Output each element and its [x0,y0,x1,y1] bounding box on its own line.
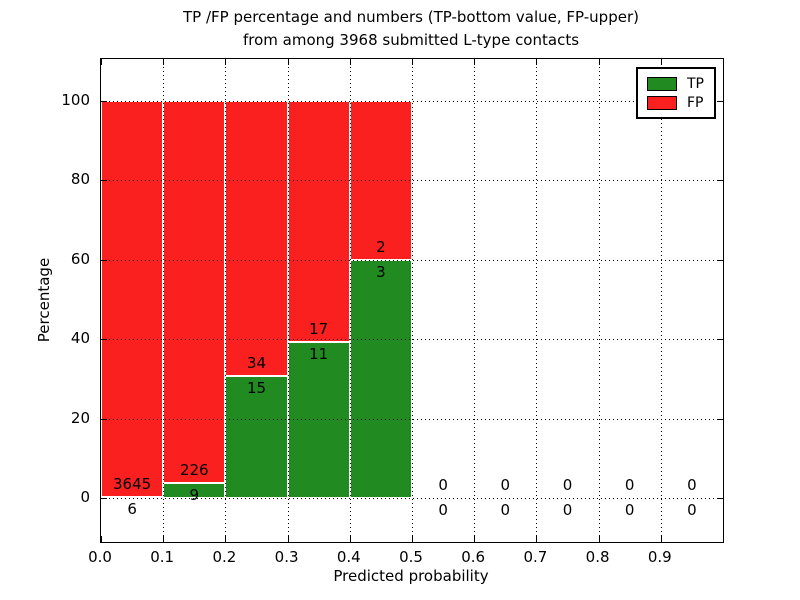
v-gridline [225,59,227,542]
y-tick-mark [717,180,723,182]
y-tick-label: 20 [70,408,90,427]
tp-count-label: 11 [309,345,329,363]
y-tick-mark [101,259,107,261]
x-tick-label: 0.6 [461,548,486,566]
fp-count-label: 34 [246,354,267,373]
tp-bar [225,376,288,498]
x-tick-mark [660,59,662,65]
y-tick-label: 0 [80,487,90,506]
tp-count-label: 0 [562,500,573,519]
y-tick-mark [101,101,107,103]
x-tick-mark [536,59,538,65]
tp-bar [287,342,350,498]
x-tick-mark [598,59,600,65]
y-axis-label: Percentage [35,257,53,343]
fp-count-label: 226 [179,460,209,479]
v-gridline [287,59,289,542]
v-gridline [349,59,351,542]
tp-count-label: 9 [189,485,200,504]
x-tick-label: 0.1 [150,548,175,566]
v-gridline [412,59,413,542]
x-tick-mark [412,59,413,65]
fp-bar [225,101,288,377]
x-tick-mark [412,536,413,542]
x-tick-label: 0.9 [647,548,672,566]
x-tick-label: 0.2 [212,548,237,566]
y-tick-mark [101,497,107,499]
tp-count-label: 0 [438,500,448,519]
x-tick-mark [474,536,476,542]
fp-count-label: 0 [562,475,573,494]
x-tick-label: 0.7 [523,548,548,566]
x-tick-label: 0.4 [336,548,361,566]
fp-count-label: 17 [309,320,329,338]
tp-count-label: 0 [687,500,697,519]
chart-title-line1: TP /FP percentage and numbers (TP-bottom… [183,8,639,26]
fp-count-label: 2 [376,237,386,256]
v-gridline [163,59,165,542]
y-tick-mark [717,418,723,420]
x-tick-mark [660,536,662,542]
x-tick-mark [287,59,289,65]
x-tick-mark [349,536,351,542]
chart-title-line2: from among 3968 submitted L-type contact… [242,31,580,49]
fp-count-label: 0 [687,475,697,494]
x-tick-label: 0.3 [274,548,299,566]
y-tick-mark [101,339,107,341]
x-tick-mark [225,59,227,65]
y-tick-mark [101,180,107,182]
legend: TP FP [636,67,716,119]
x-tick-mark [101,536,102,542]
y-tick-mark [101,418,107,420]
tp-legend-swatch [647,76,677,91]
fp-count-label: 0 [624,475,635,494]
y-tick-mark [717,101,723,103]
x-tick-mark [163,59,165,65]
x-axis-label: Predicted probability [333,567,489,585]
tp-bar [349,259,412,498]
y-tick-mark [717,259,723,261]
x-tick-mark [536,536,538,542]
y-tick-label: 80 [70,170,90,189]
tp-count-label: 15 [246,379,267,398]
x-tick-mark [474,59,476,65]
tp-count-label: 3 [376,262,386,281]
fp-bar [101,101,164,498]
x-tick-mark [287,536,289,542]
v-gridline [598,59,600,542]
y-tick-label: 100 [61,91,90,110]
x-tick-mark [349,59,351,65]
y-tick-label: 60 [70,249,90,268]
plot-area: TP FP 3645 6 226 9 34 15 17 11 2 3 0 0 0 0 0 0 0 0 0 0 [100,58,724,543]
chart-title: TP /FP percentage and numbers (TP-bottom… [100,6,722,52]
x-tick-label: 0.8 [585,548,610,566]
v-gridline [474,59,476,542]
fp-bar [287,101,350,342]
x-tick-label: 0.0 [88,548,112,566]
y-tick-mark [717,339,723,341]
fp-bar [163,101,226,483]
x-tick-mark [163,536,165,542]
x-tick-mark [101,59,102,65]
tp-count-label: 0 [624,500,635,519]
y-tick-label: 40 [70,329,90,348]
tp-legend-label: TP [687,75,704,92]
x-tick-mark [225,536,227,542]
fp-legend-swatch [647,95,677,110]
v-gridline [660,59,662,542]
fp-legend-label: FP [687,94,704,111]
fp-count-label: 0 [438,475,448,494]
fp-count-label: 0 [500,475,511,494]
v-gridline [536,59,538,542]
tp-count-label: 6 [127,500,137,519]
legend-item-tp: TP [647,74,704,93]
tp-count-label: 0 [500,500,511,519]
x-tick-mark [598,536,600,542]
legend-item-fp: FP [647,93,704,112]
fp-count-label: 3645 [113,475,152,494]
x-tick-label: 0.5 [399,548,423,566]
y-tick-mark [717,497,723,499]
